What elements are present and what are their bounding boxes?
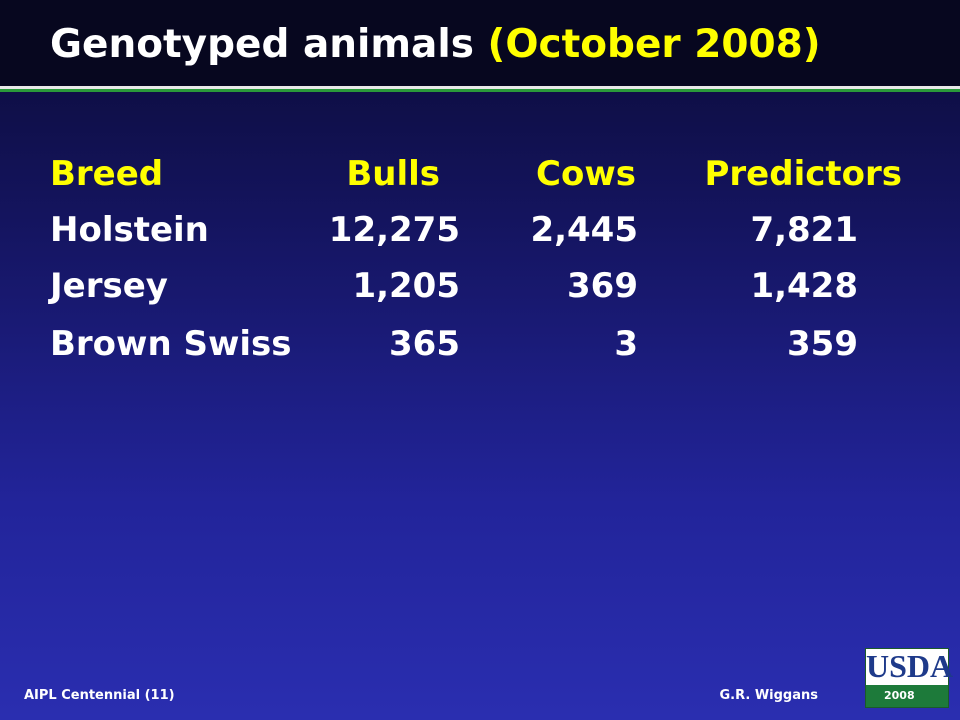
cell: 1,205 (352, 266, 460, 306)
logo-bar (866, 685, 948, 707)
logo-year: 2008 (884, 689, 915, 702)
column-header: Predictors (704, 154, 902, 194)
title-text: Genotyped animals (50, 22, 474, 67)
header-rule (0, 89, 960, 92)
logo-text: USDA (866, 648, 954, 684)
row-label: Holstein (50, 210, 209, 250)
cell: 359 (787, 324, 858, 364)
cell: 3 (614, 324, 638, 364)
cell: 12,275 (328, 210, 460, 250)
column-header: Bulls (346, 154, 440, 194)
cell: 369 (567, 266, 638, 306)
cell: 1,428 (750, 266, 858, 306)
column-header: Cows (536, 154, 636, 194)
row-label: Jersey (50, 266, 168, 306)
cell: 2,445 (530, 210, 638, 250)
footer-left: AIPL Centennial (11) (24, 688, 175, 703)
header-rule (0, 86, 960, 89)
cell: 365 (389, 324, 460, 364)
usda-logo: USDA 2008 (865, 648, 954, 708)
header-band (0, 0, 960, 86)
title: Genotyped animals (October 2008) (50, 22, 821, 67)
title-highlight: (October 2008) (487, 22, 821, 67)
row-label: Brown Swiss (50, 324, 292, 364)
column-header: Breed (50, 154, 164, 194)
footer-right: G.R. Wiggans (719, 688, 819, 703)
cell: 7,821 (750, 210, 858, 250)
